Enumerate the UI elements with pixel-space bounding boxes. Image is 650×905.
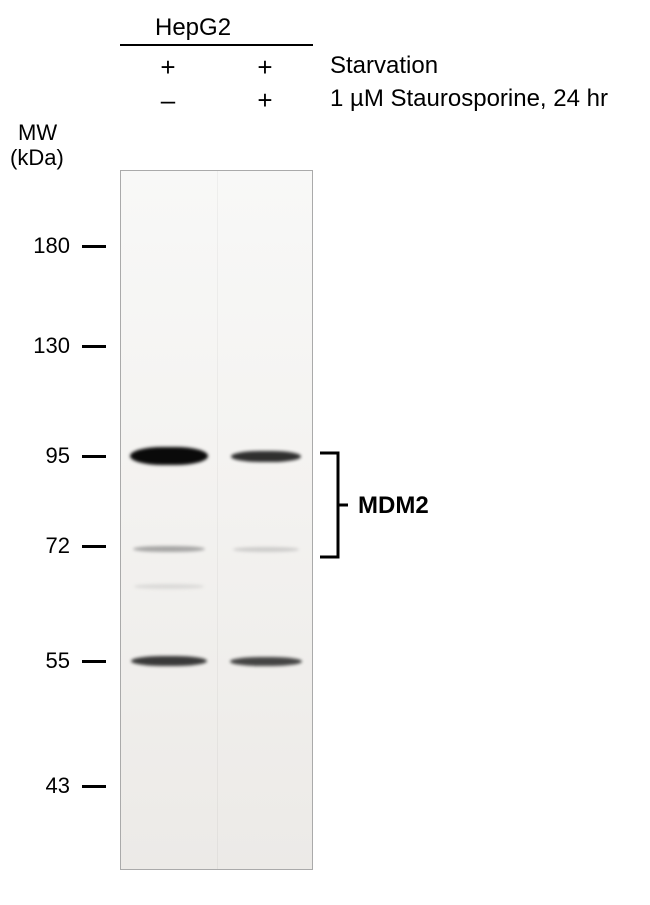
blot-band bbox=[233, 547, 299, 552]
mw-tick-mark bbox=[82, 455, 106, 458]
lane2-starvation-symbol: + bbox=[225, 52, 305, 83]
protein-label: MDM2 bbox=[358, 492, 429, 520]
mw-tick-mark bbox=[82, 245, 106, 248]
mw-tick-mark bbox=[82, 660, 106, 663]
blot-band bbox=[131, 656, 207, 666]
mw-tick-mark bbox=[82, 785, 106, 788]
cell-line-label: HepG2 bbox=[155, 14, 231, 42]
staurosporine-label: 1 µM Staurosporine, 24 hr bbox=[330, 85, 608, 113]
blot-band bbox=[134, 584, 204, 589]
cell-line-underline bbox=[120, 44, 313, 46]
blot-band bbox=[230, 657, 302, 666]
lane-divider bbox=[217, 171, 218, 869]
mw-header-2: (kDa) bbox=[10, 145, 64, 171]
lane1-starvation-symbol: + bbox=[128, 52, 208, 83]
mdm2-bracket bbox=[320, 450, 350, 560]
mw-tick-mark bbox=[82, 545, 106, 548]
mw-tick-label: 180 bbox=[20, 233, 70, 259]
starvation-label: Starvation bbox=[330, 52, 438, 80]
mw-tick-label: 43 bbox=[20, 773, 70, 799]
blot-membrane bbox=[120, 170, 313, 870]
mw-tick-label: 130 bbox=[20, 333, 70, 359]
mw-header-1: MW bbox=[18, 120, 57, 146]
mw-tick-mark bbox=[82, 345, 106, 348]
mw-tick-label: 72 bbox=[20, 533, 70, 559]
mw-tick-label: 95 bbox=[20, 443, 70, 469]
blot-band bbox=[130, 447, 208, 465]
blot-band bbox=[133, 546, 205, 552]
mw-tick-label: 55 bbox=[20, 648, 70, 674]
lane2-staurosporine-symbol: + bbox=[225, 85, 305, 116]
blot-band bbox=[231, 451, 301, 462]
lane1-staurosporine-symbol: – bbox=[128, 85, 208, 116]
